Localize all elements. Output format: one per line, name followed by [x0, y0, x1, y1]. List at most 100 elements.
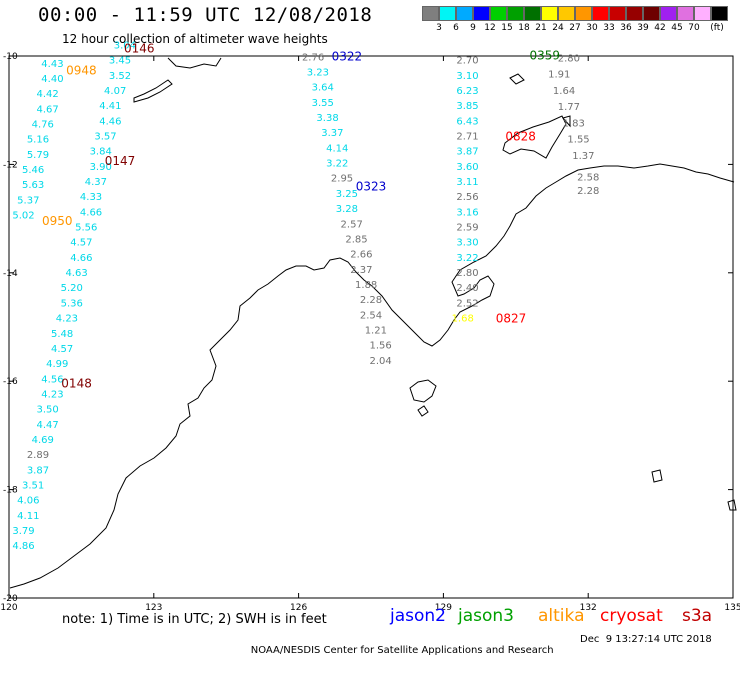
legend-swatch: [507, 6, 524, 21]
wave-height-value: 5.56: [75, 223, 97, 234]
wave-height-value: 5.46: [22, 165, 44, 176]
pass-time-label: 0359: [529, 48, 560, 62]
legend-swatch: [592, 6, 609, 21]
satellite-legend-item: s3a: [682, 606, 713, 626]
legend-swatch: [490, 6, 507, 21]
legend-swatch: [711, 6, 728, 21]
wave-height-value: 4.23: [56, 314, 78, 325]
wave-height-value: 5.16: [27, 135, 49, 146]
wave-height-color-legend: 3 6 9 12 15 18 21 24 27 30 33 36 39 42 45 70 (ft): [422, 6, 728, 35]
wave-height-value: 4.42: [36, 89, 58, 100]
wave-height-value: 1.88: [355, 280, 377, 291]
legend-tick-label: 30: [586, 23, 598, 33]
wave-height-value: 3.85: [456, 101, 478, 112]
wave-height-value: 4.41: [99, 101, 121, 112]
wave-height-value: 3.23: [307, 68, 329, 79]
wave-height-value: 3.50: [36, 405, 58, 416]
legend-swatch: [456, 6, 473, 21]
legend-swatches: [422, 6, 728, 21]
pass-time-label: 0828: [505, 130, 536, 144]
wave-height-value: 2.66: [350, 250, 372, 261]
wave-height-value: 3.38: [316, 113, 338, 124]
map-frame: [8, 55, 734, 599]
pass-time-label: 0322: [332, 49, 363, 63]
wave-height-value: 5.36: [61, 298, 83, 309]
wave-height-value: 4.43: [41, 59, 63, 70]
coastline-islands-north: [133, 57, 571, 128]
wave-height-value: 4.47: [36, 420, 58, 431]
wave-height-value: 4.46: [99, 116, 121, 127]
wave-height-value: 2.57: [341, 219, 363, 230]
lon-tick-label: 126: [290, 603, 307, 613]
wave-height-value: 4.67: [36, 104, 58, 115]
legend-tick-label: 24: [552, 23, 564, 33]
legend-tick-label: 42: [654, 23, 666, 33]
wave-height-value: 4.76: [32, 120, 54, 131]
altimeter-track-a: 4.43 4.40 4.42 4.67 4.76 5.16 5.79 5.46 5.63 5.37…: [12, 59, 63, 222]
coastline-mainland: [9, 163, 735, 589]
pass-time-label: 0948: [66, 63, 97, 77]
wave-height-value: 4.69: [32, 435, 54, 446]
satellite-legend-item: jason3: [458, 606, 514, 626]
wave-height-value: 2.58: [577, 173, 599, 184]
lat-tick-label: -20: [3, 594, 18, 604]
wave-height-value: 3.79: [12, 526, 34, 537]
wave-height-value: 5.20: [61, 283, 83, 294]
legend-swatch: [609, 6, 626, 21]
wave-height-value: 2.71: [456, 131, 478, 142]
lat-tick-label: -16: [3, 377, 18, 387]
legend-tick-label: 6: [453, 23, 459, 33]
wave-height-value: 1.83: [563, 118, 585, 129]
altimeter-track-e: 2.80 1.91 1.64 1.77 1.83 1.55 1.37 2.58 2.28: [548, 53, 599, 197]
legend-tick-label: 39: [637, 23, 649, 33]
pass-time-label: 0148: [61, 377, 92, 391]
legend-tick-label: 27: [569, 23, 581, 33]
page-subtitle: 12 hour collection of altimeter wave hei…: [62, 32, 328, 46]
legend-swatch: [422, 6, 439, 21]
wave-height-value: 2.80: [456, 268, 478, 279]
wave-height-value: 1.21: [365, 326, 387, 337]
legend-tick-label: 33: [603, 23, 615, 33]
wave-height-value: 2.70: [456, 56, 478, 67]
coastline-island-bathurst: [409, 379, 437, 417]
lat-tick-label: -14: [3, 269, 18, 279]
legend-swatch: [643, 6, 660, 21]
wave-height-value: 1.68: [452, 314, 474, 325]
legend-swatch: [439, 6, 456, 21]
wave-height-value: 2.28: [577, 186, 599, 197]
legend-tick-label: (ft): [710, 23, 724, 33]
legend-tick-label: 70: [688, 23, 700, 33]
wave-height-value: 3.37: [321, 128, 343, 139]
wave-height-value: 4.14: [326, 143, 348, 154]
units-note: note: 1) Time is in UTC; 2) SWH is in fe…: [62, 612, 327, 627]
wave-height-value: 3.16: [456, 207, 478, 218]
wave-height-value: 2.59: [456, 223, 478, 234]
wave-height-value: 1.64: [553, 86, 575, 97]
lon-tick-label: 135: [724, 603, 740, 613]
pass-time-label: 0323: [356, 179, 387, 193]
wave-height-value: 4.06: [17, 496, 39, 507]
legend-swatch: [694, 6, 711, 21]
wave-height-value: 5.79: [27, 150, 49, 161]
pass-time-label: 0146: [124, 42, 155, 56]
legend-tick-label: 9: [470, 23, 476, 33]
wave-height-value: 3.11: [456, 177, 478, 188]
wave-height-value: 2.56: [456, 192, 478, 203]
wave-height-value: 3.25: [336, 189, 358, 200]
legend-tick-label: 12: [484, 23, 496, 33]
axis-ticks: [8, 55, 734, 599]
lon-tick-label: 120: [0, 603, 17, 613]
wave-height-value: 2.80: [558, 53, 580, 64]
wave-height-value: 2.76: [302, 52, 324, 63]
coastline-island-gulf: [651, 469, 737, 511]
wave-height-value: 2.54: [360, 310, 382, 321]
lon-tick-label: 132: [580, 603, 597, 613]
wave-height-value: 1.56: [370, 341, 392, 352]
wave-height-value: 3.52: [109, 71, 131, 82]
wave-height-value: 4.99: [46, 359, 68, 370]
coastline-timor: [502, 115, 567, 159]
coastline: [9, 57, 737, 589]
legend-swatch: [660, 6, 677, 21]
legend-swatch: [473, 6, 490, 21]
wave-height-value: 3.51: [22, 481, 44, 492]
